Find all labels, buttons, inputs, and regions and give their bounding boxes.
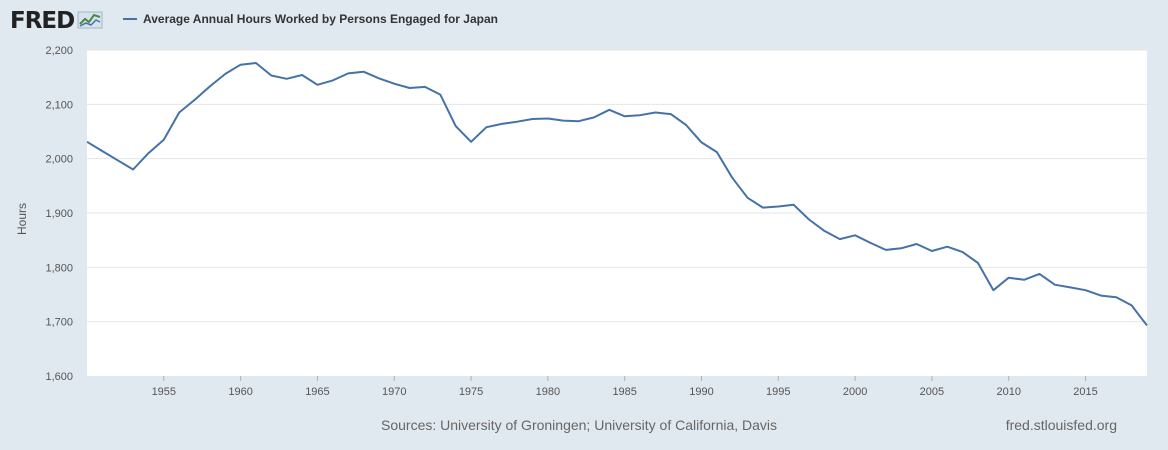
fred-logo[interactable]: FRED [10, 6, 103, 36]
y-tick-label: 2,200 [45, 45, 73, 57]
y-tick-label: 1,600 [45, 371, 73, 383]
y-tick-label: 1,700 [45, 317, 73, 329]
x-tick-label: 2010 [996, 386, 1020, 398]
x-tick-label: 1980 [536, 386, 560, 398]
x-tick-label: 1965 [305, 386, 329, 398]
x-tick-label: 1995 [766, 386, 790, 398]
y-tick-label: 1,800 [45, 262, 73, 274]
x-tick-label: 2005 [920, 386, 944, 398]
x-tick-label: 1985 [612, 386, 636, 398]
y-tick-label: 2,000 [45, 154, 73, 166]
sources-text: Sources: University of Groningen; Univer… [381, 417, 778, 433]
legend[interactable]: Average Annual Hours Worked by Persons E… [123, 12, 498, 26]
x-tick-label: 1955 [152, 386, 176, 398]
y-tick-label: 1,900 [45, 208, 73, 220]
y-tick-label: 2,100 [45, 99, 73, 111]
chart-header: FRED Average Annual Hours Worked by Pers… [0, 0, 1168, 42]
line-chart-icon [77, 8, 103, 35]
line-chart: 1,600 1,700 1,800 1,900 2,000 2,100 2,200 1955 1… [45, 45, 1148, 398]
x-tick-label: 1960 [228, 386, 252, 398]
x-tick-label: 1975 [459, 386, 483, 398]
series-line [86, 62, 1148, 327]
fred-logo-text: FRED [10, 8, 75, 34]
x-tick-label: 1990 [689, 386, 713, 398]
x-tick-label: 1970 [382, 386, 406, 398]
x-tick-label: 2000 [843, 386, 867, 398]
legend-swatch [123, 18, 137, 20]
fred-url-link[interactable]: fred.stlouisfed.org [1005, 417, 1117, 433]
x-tick-label: 2015 [1073, 386, 1097, 398]
legend-label: Average Annual Hours Worked by Persons E… [143, 12, 498, 26]
